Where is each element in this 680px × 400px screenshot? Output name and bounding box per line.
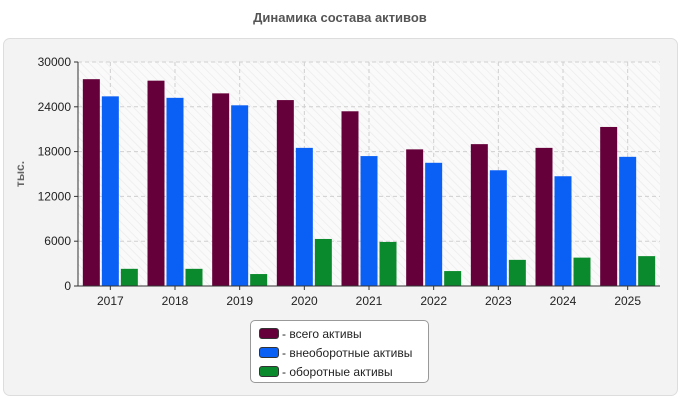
bar [554, 176, 572, 286]
bar [619, 156, 637, 286]
legend-label: - всего активы [282, 326, 362, 341]
bar [276, 100, 294, 286]
legend-label: - внеоборотные активы [282, 345, 413, 360]
x-tick-label: 2020 [291, 294, 318, 308]
bar [231, 105, 249, 286]
y-tick-label: 12000 [38, 189, 72, 203]
bar [295, 147, 313, 286]
bar [147, 80, 165, 287]
x-tick-label: 2021 [356, 294, 383, 308]
bar [535, 147, 553, 286]
bar [444, 271, 462, 286]
chart-title: Динамика состава активов [253, 10, 427, 25]
chart-legend: - всего активы - внеоборотные активы - о… [250, 320, 429, 383]
y-tick-labels: 0 6000 12000 18000 24000 30000 [38, 55, 78, 293]
legend-label: - оборотные активы [282, 364, 393, 379]
y-axis-title: тыс. [13, 161, 27, 187]
y-tick-label: 30000 [38, 55, 72, 69]
legend-swatch [259, 328, 279, 339]
bar [489, 170, 507, 286]
bar [573, 257, 591, 286]
legend-item-total: - всего активы [259, 324, 428, 343]
bar [638, 256, 656, 286]
bar [360, 156, 378, 286]
bar [120, 268, 138, 286]
bar [166, 97, 184, 286]
bar [379, 241, 397, 286]
bar [341, 111, 359, 286]
x-tick-label: 2025 [614, 294, 641, 308]
bar [508, 259, 526, 286]
legend-swatch [259, 366, 279, 377]
bar [314, 238, 332, 286]
bars [82, 79, 656, 287]
bar [425, 162, 443, 286]
y-tick-label: 0 [64, 279, 71, 293]
x-tick-label: 2018 [162, 294, 189, 308]
legend-swatch [259, 347, 279, 358]
bar [470, 144, 488, 286]
x-tick-label: 2023 [485, 294, 512, 308]
bar [250, 274, 268, 286]
bar [406, 149, 424, 286]
bar [212, 93, 230, 286]
y-tick-label: 24000 [38, 100, 72, 114]
bar [82, 79, 100, 286]
x-tick-label: 2019 [226, 294, 253, 308]
bar [185, 268, 203, 286]
legend-item-noncurrent: - внеоборотные активы [259, 343, 428, 362]
x-tick-label: 2022 [420, 294, 447, 308]
y-tick-label: 6000 [44, 234, 71, 248]
x-tick-labels: 2017 2018 2019 2020 2021 2022 2023 2024 2025 [97, 286, 641, 308]
bar [600, 126, 618, 287]
bar [101, 96, 119, 286]
x-tick-label: 2017 [97, 294, 124, 308]
y-tick-label: 18000 [38, 145, 72, 159]
legend-item-current: - оборотные активы [259, 362, 428, 381]
x-tick-label: 2024 [550, 294, 577, 308]
